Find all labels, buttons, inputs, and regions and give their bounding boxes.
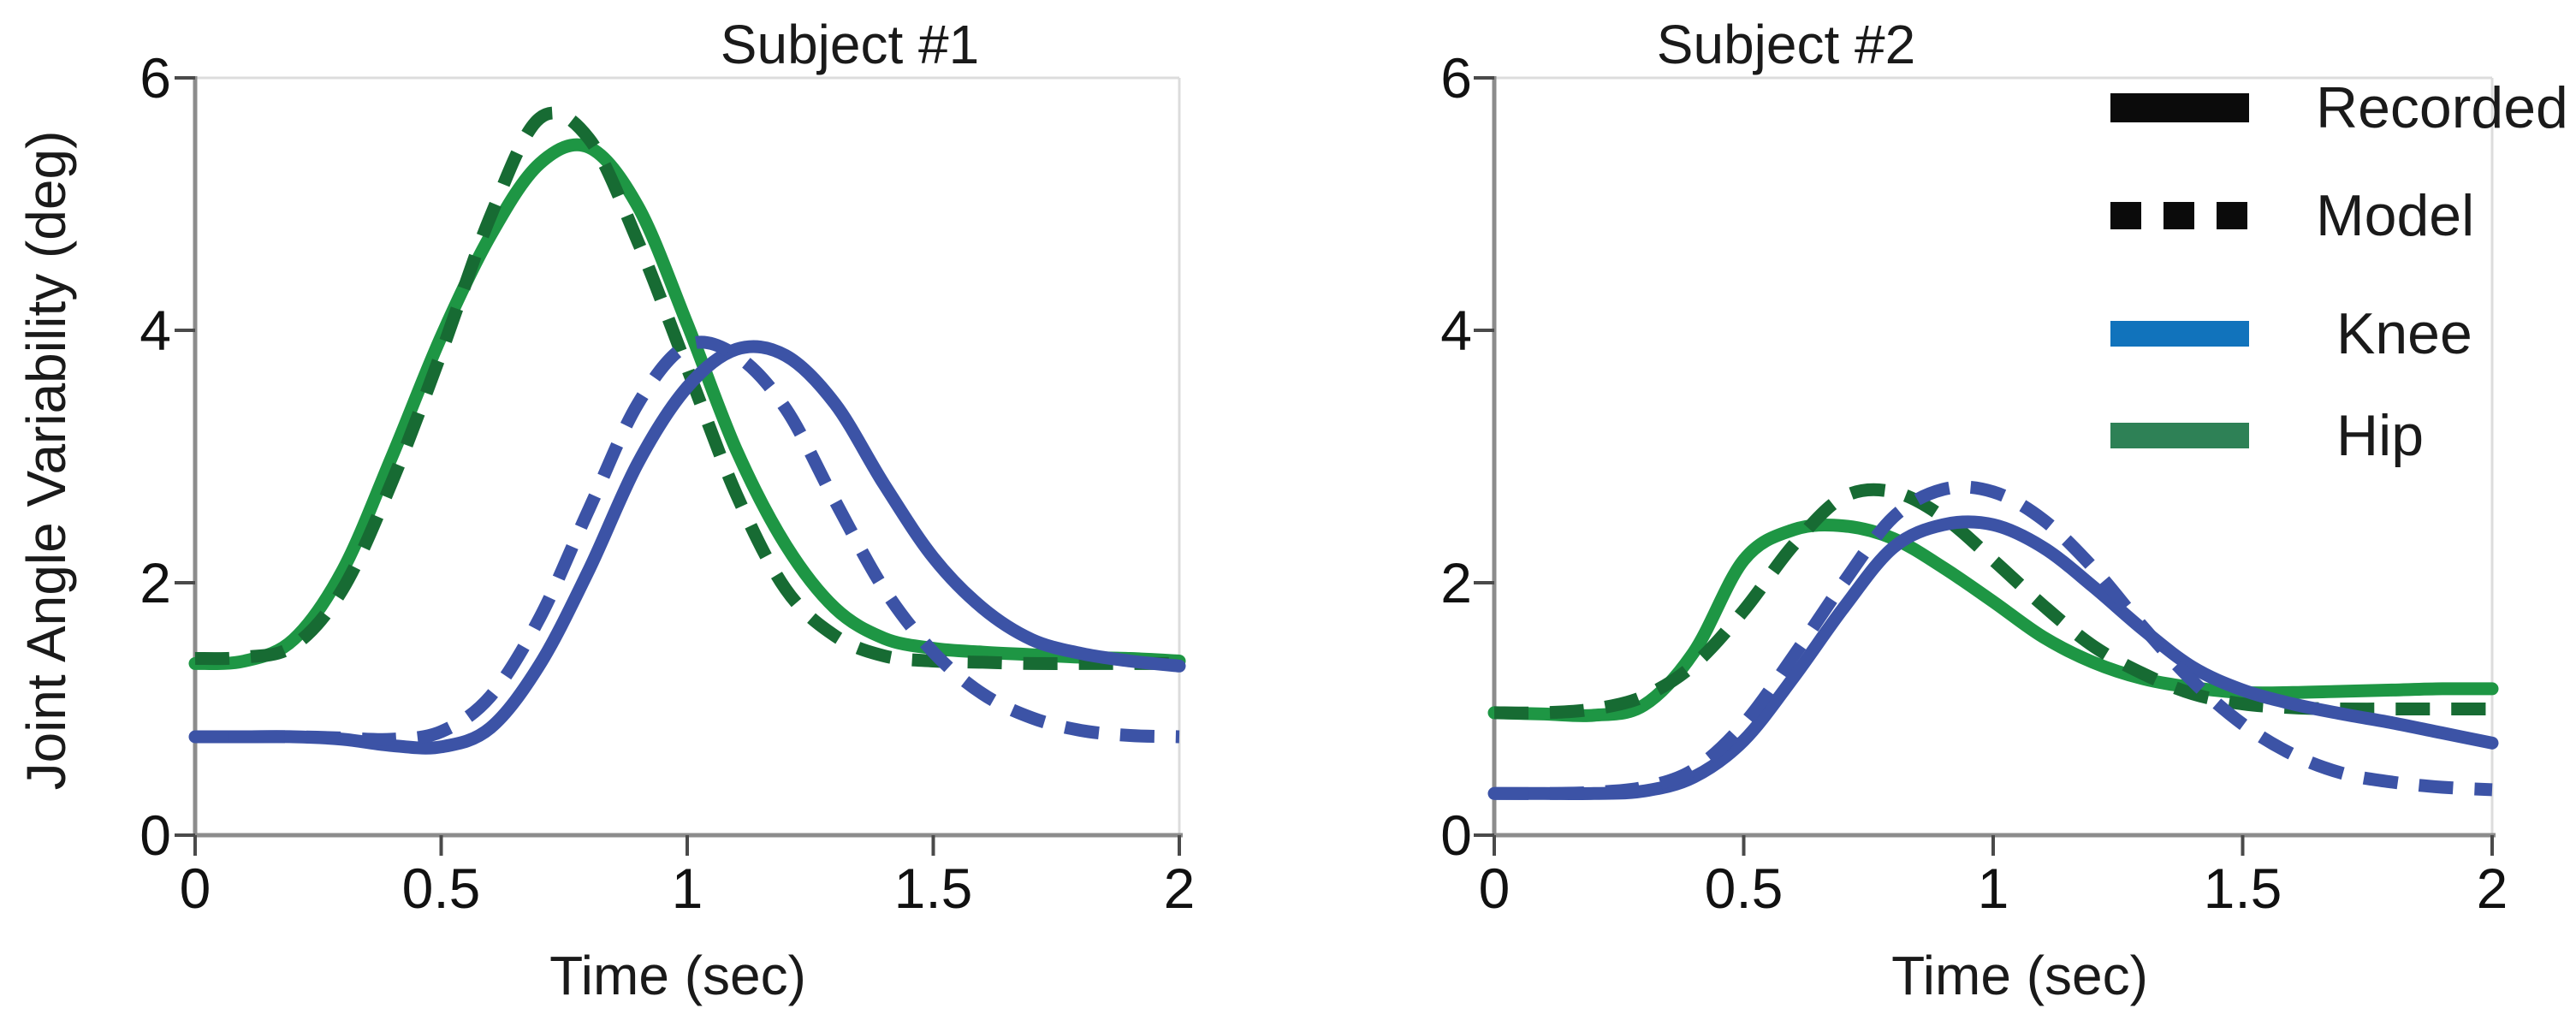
x-tick-label-2: 2 xyxy=(1163,857,1196,920)
hip-line-swatch xyxy=(2110,423,2249,448)
recorded-solid-line-swatch xyxy=(2110,93,2249,122)
legend-label-recorded: Recorded xyxy=(2316,75,2568,140)
series-knee-recorded xyxy=(1487,515,2499,801)
x-tick-label-1: 1 xyxy=(1977,857,2009,920)
series-hip-model xyxy=(194,106,1179,670)
x-tick-label-0: 0 xyxy=(179,857,211,920)
y-tick-label-6: 6 xyxy=(1440,46,1472,110)
model-dashed-line-swatch xyxy=(2110,202,2249,229)
series-hip-recorded xyxy=(1487,519,2499,722)
legend-item-model: Model xyxy=(2110,181,2474,250)
x-tick-label-1.5: 1.5 xyxy=(893,857,973,920)
subject-1-title: Subject #1 xyxy=(720,14,980,75)
legend-label-knee: Knee xyxy=(2336,301,2472,366)
x-axis-label-left: Time (sec) xyxy=(549,945,806,1006)
y-tick-label-2: 2 xyxy=(139,551,171,614)
subject-2-title: Subject #2 xyxy=(1656,14,1916,75)
legend-label-model: Model xyxy=(2316,183,2475,248)
y-tick-label-0: 0 xyxy=(1440,804,1472,867)
legend-item-recorded: Recorded xyxy=(2110,74,2568,142)
y-tick-label-4: 4 xyxy=(139,299,171,362)
x-tick-label-1.5: 1.5 xyxy=(2203,857,2282,920)
x-tick-label-0.5: 0.5 xyxy=(401,857,481,920)
knee-line-swatch xyxy=(2110,321,2249,347)
panel-2 xyxy=(1474,76,2499,856)
x-axis-label-right: Time (sec) xyxy=(1891,945,2148,1006)
y-tick-label-2: 2 xyxy=(1440,551,1472,614)
y-tick-label-6: 6 xyxy=(139,46,171,110)
series-knee-recorded xyxy=(188,340,1186,755)
legend-item-knee: Knee xyxy=(2110,299,2472,368)
x-tick-label-0.5: 0.5 xyxy=(1704,857,1784,920)
x-tick-label-0: 0 xyxy=(1478,857,1511,920)
series-knee-model xyxy=(195,335,1180,746)
legend-item-hip: Hip xyxy=(2110,401,2424,470)
x-tick-label-1: 1 xyxy=(671,857,703,920)
y-axis-label: Joint Angle Variability (deg) xyxy=(15,130,77,791)
x-tick-label-2: 2 xyxy=(2476,857,2508,920)
y-tick-label-0: 0 xyxy=(139,804,171,867)
series-knee-model xyxy=(1493,480,2493,800)
series-hip-recorded xyxy=(188,138,1186,670)
y-tick-label-4: 4 xyxy=(1440,299,1472,362)
panel-1 xyxy=(175,76,1186,856)
legend-label-hip: Hip xyxy=(2336,403,2425,468)
